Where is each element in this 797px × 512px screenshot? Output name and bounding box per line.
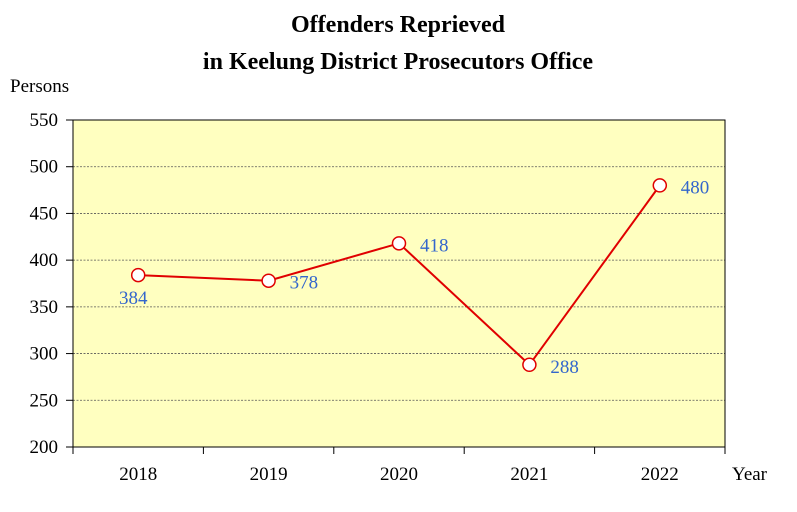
data-point xyxy=(391,236,407,251)
y-axis-label: Persons xyxy=(10,76,69,97)
x-tick-label: 2021 xyxy=(510,464,548,485)
data-label: 418 xyxy=(420,235,449,256)
y-tick-label: 300 xyxy=(30,344,59,365)
y-tick-label: 400 xyxy=(30,250,59,271)
data-point xyxy=(522,357,537,373)
plot-frame xyxy=(72,119,726,448)
y-tick-label: 550 xyxy=(30,110,59,131)
chart-title-line2: in Keelung District Prosecutors Office xyxy=(203,49,593,75)
y-tick-label: 250 xyxy=(30,390,59,411)
data-label: 378 xyxy=(290,273,319,294)
x-axis-label: Year xyxy=(732,464,768,485)
y-tick-label: 350 xyxy=(30,297,59,318)
x-tick-label: 2019 xyxy=(250,464,288,485)
x-tick-labels: 2018 2019 2020 2021 2022 xyxy=(119,464,679,485)
data-point xyxy=(652,178,668,193)
data-series xyxy=(130,178,668,373)
y-tick-labels: 200 250 300 350 400 450 500 550 xyxy=(30,110,59,458)
y-tick-label: 450 xyxy=(30,203,59,224)
data-label: 384 xyxy=(119,288,148,309)
plot-area xyxy=(73,120,725,447)
data-point xyxy=(130,267,146,283)
data-label: 288 xyxy=(550,357,579,378)
y-tick-label: 500 xyxy=(30,157,59,178)
x-tick-label: 2018 xyxy=(119,464,157,485)
data-label: 480 xyxy=(681,177,710,198)
data-labels: 384 378 418 288 480 xyxy=(119,177,709,377)
data-point xyxy=(261,273,276,288)
x-tick-label: 2022 xyxy=(641,464,679,485)
y-tick-label: 200 xyxy=(30,437,59,458)
axes xyxy=(66,119,726,454)
x-tick-label: 2020 xyxy=(380,464,418,485)
chart-title-line1: Offenders Reprieved xyxy=(291,12,506,38)
